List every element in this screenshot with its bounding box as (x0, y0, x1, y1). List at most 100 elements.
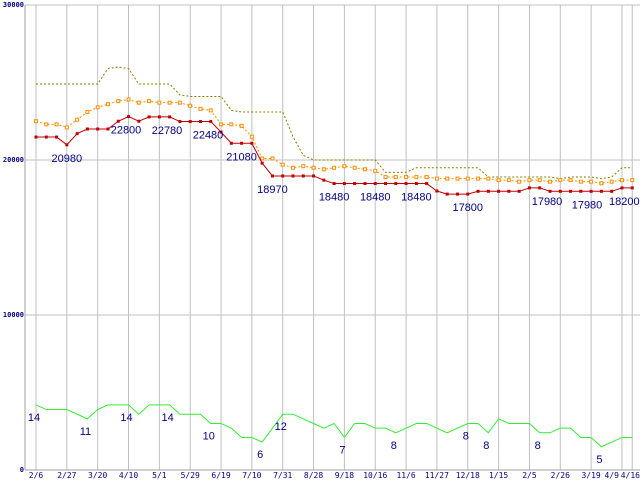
count-label: 8 (535, 440, 541, 452)
count-label: 14 (162, 412, 174, 424)
avg-price-marker (95, 105, 100, 110)
avg-price-marker (558, 178, 563, 183)
min-price-marker (599, 189, 603, 193)
avg-price-marker (578, 179, 583, 184)
min-price-marker (137, 119, 141, 123)
avg-price-marker (517, 179, 522, 184)
x-tick-label: 10/16 (363, 471, 387, 480)
min-price-marker (116, 119, 120, 123)
x-tick-label: 2/5 (522, 471, 537, 480)
count-label: 11 (80, 426, 91, 438)
x-tick-label: 11/27 (425, 471, 449, 480)
min-price-marker (127, 115, 131, 119)
price-label: 20980 (52, 153, 83, 165)
avg-price-marker (291, 165, 295, 170)
avg-price-marker (373, 168, 378, 173)
min-price-marker (353, 182, 357, 186)
min-price-marker (394, 182, 398, 186)
avg-price-marker (465, 176, 470, 181)
min-price-marker (610, 189, 614, 193)
avg-price-marker (54, 122, 59, 127)
min-price-marker (486, 189, 490, 193)
min-price-marker (517, 189, 521, 193)
avg-price-marker (506, 178, 511, 183)
count-label: 6 (257, 449, 263, 461)
count-label: 14 (28, 412, 40, 424)
y-tick-label: 10000 (3, 311, 24, 319)
avg-price-marker (599, 181, 604, 186)
avg-price-marker (424, 175, 429, 180)
min-price-marker (425, 182, 429, 186)
min-price-marker (404, 182, 408, 186)
max-price-line (36, 66, 633, 180)
min-price-marker (106, 127, 110, 131)
avg-price-marker (188, 103, 193, 108)
avg-price-marker (527, 178, 532, 183)
min-price-marker (65, 143, 69, 147)
avg-price-marker (239, 123, 244, 128)
avg-price-marker (496, 178, 501, 183)
min-price-marker (538, 186, 542, 190)
avg-price-marker (537, 178, 542, 183)
min-price-marker (34, 135, 38, 139)
x-tick-label: 1/15 (489, 471, 508, 480)
x-tick-label: 6/19 (211, 471, 230, 480)
y-tick-label: 20000 (3, 156, 24, 164)
avg-price-marker (167, 100, 172, 105)
avg-price-marker (352, 165, 357, 170)
avg-price-marker (630, 178, 635, 183)
avg-price-marker (404, 175, 409, 180)
min-price-marker (157, 115, 161, 119)
min-price-marker (620, 186, 624, 190)
avg-price-marker (126, 97, 131, 102)
avg-price-marker (64, 125, 69, 130)
price-label: 22480 (193, 130, 224, 142)
min-price-marker (312, 174, 316, 178)
x-tick-label: 4/9 (605, 471, 620, 480)
avg-price-marker (455, 176, 460, 181)
x-tick-label: 8/28 (304, 471, 323, 480)
count-label: 8 (463, 431, 469, 443)
price-label: 18480 (360, 192, 391, 204)
avg-price-marker (589, 179, 594, 184)
min-price-marker (527, 186, 531, 190)
avg-price-marker (105, 102, 110, 107)
avg-price-marker (116, 99, 121, 104)
avg-price-marker (198, 106, 203, 111)
min-price-marker (322, 178, 326, 182)
x-tick-label: 7/31 (273, 471, 292, 480)
min-price-marker (414, 182, 418, 186)
min-price-marker (476, 189, 480, 193)
x-tick-label: 4/16 (621, 471, 640, 480)
avg-price-marker (34, 119, 38, 124)
avg-price-marker (147, 99, 152, 104)
min-price-marker (291, 174, 295, 178)
avg-price-marker (393, 175, 398, 180)
avg-price-marker (311, 165, 316, 170)
avg-price-marker (260, 156, 265, 161)
avg-price-marker (434, 176, 439, 181)
min-price-marker (168, 115, 172, 119)
count-label: 5 (596, 454, 602, 466)
min-price-marker (85, 127, 89, 131)
avg-price-marker (609, 179, 614, 184)
min-price-marker (342, 182, 346, 186)
avg-price-marker (85, 109, 90, 114)
min-price-marker (147, 115, 151, 119)
x-tick-label: 2/6 (29, 471, 44, 480)
min-price-marker (435, 189, 439, 193)
avg-price-marker (383, 175, 388, 180)
min-price-marker (209, 120, 213, 124)
avg-price-marker (44, 122, 49, 127)
min-price-marker (579, 189, 583, 193)
grid (25, 4, 640, 470)
x-tick-label: 5/29 (181, 471, 200, 480)
min-price-marker (250, 141, 254, 145)
count-label: 8 (391, 440, 397, 452)
x-tick-label: 2/27 (57, 471, 76, 480)
avg-price-line (35, 99, 633, 184)
avg-price-marker (270, 156, 275, 161)
min-price-marker (466, 192, 470, 196)
